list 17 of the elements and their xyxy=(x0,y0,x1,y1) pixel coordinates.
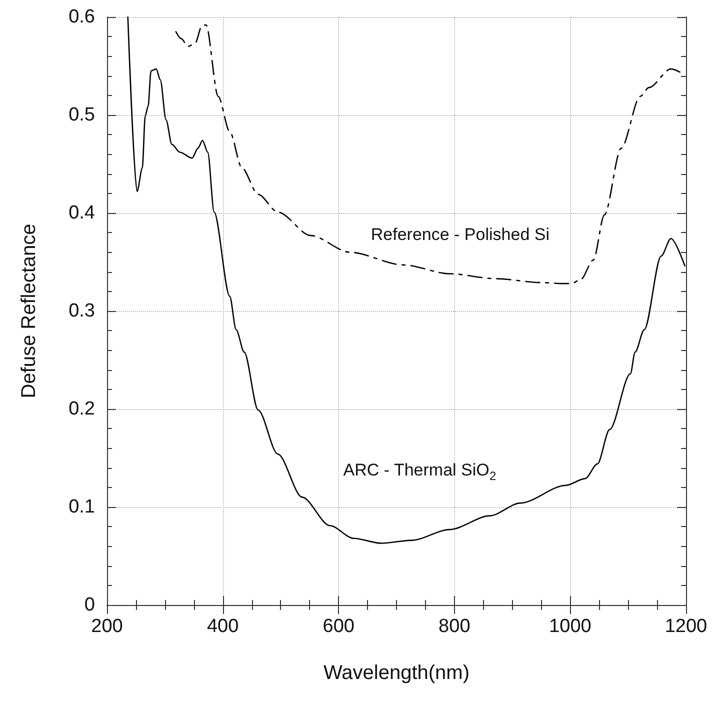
line-series xyxy=(127,16,686,544)
x-tick-label: 800 xyxy=(438,616,470,637)
y-axis-title: Defuse Reflectance xyxy=(18,224,40,398)
y-tick-label: 0.4 xyxy=(68,202,96,224)
x-tick-label: 1200 xyxy=(664,616,708,637)
x-axis-title: Wavelength(nm) xyxy=(324,662,470,684)
x-tick-label: 400 xyxy=(206,616,239,637)
y-tick-label: 0.6 xyxy=(68,6,95,28)
x-tick-label: 600 xyxy=(322,616,354,637)
x-tick-label: 200 xyxy=(91,616,123,637)
x-tick-label: 1000 xyxy=(549,616,592,637)
y-tick-label: 0.1 xyxy=(68,496,95,518)
y-tick-label: 0 xyxy=(84,594,95,616)
y-tick-label: 0.3 xyxy=(68,300,95,322)
y-tick-label: 0.2 xyxy=(68,398,95,420)
y-tick-label: 0.5 xyxy=(68,104,95,126)
annotation: Reference - Polished Si xyxy=(370,225,550,244)
